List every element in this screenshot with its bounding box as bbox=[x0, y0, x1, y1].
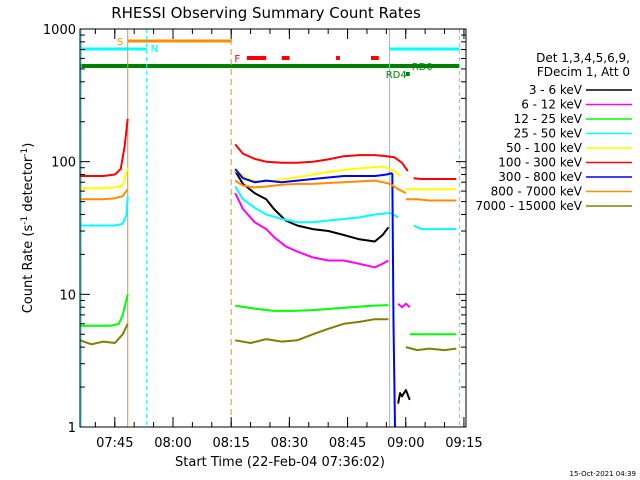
x-tick-label: 08:45 bbox=[329, 436, 366, 451]
y-tick-label: 100 bbox=[51, 156, 76, 171]
series-line-3-1 bbox=[234, 185, 399, 224]
y-tick-label: 10 bbox=[59, 288, 76, 303]
y-axis-label-end: ) bbox=[21, 143, 36, 148]
legend: Det 1,3,4,5,6,9,FDecim 1, Att 0 3 - 6 keV… bbox=[475, 51, 632, 213]
plot-frame bbox=[79, 28, 467, 428]
legend-label: 100 - 300 keV bbox=[498, 156, 582, 170]
series-line-6-0 bbox=[234, 168, 393, 184]
series-line-4-0 bbox=[80, 167, 129, 190]
legend-label: 800 - 7000 keV bbox=[491, 185, 583, 199]
series-line-0-1 bbox=[234, 170, 390, 243]
y-axis-label-mid: detector bbox=[21, 156, 36, 216]
x-tick-label: 08:30 bbox=[271, 436, 308, 451]
flag-label-rd4: RD4 bbox=[386, 70, 407, 81]
data-series bbox=[79, 118, 457, 428]
series-line-7-1 bbox=[234, 179, 407, 194]
observing-flags: S N F RD0 RD4 bbox=[80, 29, 460, 427]
series-line-5-2 bbox=[413, 177, 457, 180]
x-tick-label: 08:15 bbox=[212, 436, 249, 451]
series-line-2-1 bbox=[235, 304, 389, 312]
legend-label: 6 - 12 keV bbox=[521, 98, 583, 112]
series-line-8-1 bbox=[235, 318, 389, 344]
series-line-3-2 bbox=[413, 224, 457, 231]
series-line-1-0 bbox=[234, 192, 389, 269]
series-line-5-0 bbox=[80, 118, 129, 177]
series-line-1-1 bbox=[397, 302, 411, 309]
flag-label-f: F bbox=[234, 54, 240, 65]
y-tick-label: 1 bbox=[68, 421, 76, 436]
y-axis-ticks: 1 10 100 1000 bbox=[43, 23, 466, 436]
legend-header-line: Det 1,3,4,5,6,9, bbox=[536, 51, 630, 65]
legend-label: 7000 - 15000 keV bbox=[475, 199, 582, 213]
y-tick-label: 1000 bbox=[43, 23, 76, 38]
series-line-6-1 bbox=[391, 173, 396, 428]
series-line-7-2 bbox=[405, 198, 457, 202]
x-tick-label: 09:15 bbox=[445, 436, 482, 451]
y-axis-label-sup2: -1 bbox=[20, 148, 30, 157]
legend-label: 25 - 50 keV bbox=[514, 127, 583, 141]
x-tick-label: 08:00 bbox=[154, 436, 191, 451]
footer-date: 15-Oct-2021 04:39 bbox=[570, 470, 636, 478]
series-line-2-0 bbox=[80, 294, 129, 327]
flag-label-n: N bbox=[151, 44, 158, 55]
flag-label-s: S bbox=[117, 37, 123, 48]
series-line-3-0 bbox=[80, 196, 129, 227]
y-axis-label: Count Rate (s-1 detector-1) bbox=[20, 143, 36, 314]
legend-label: 50 - 100 keV bbox=[506, 141, 583, 155]
legend-label: 12 - 25 keV bbox=[514, 112, 583, 126]
y-axis-label-sup1: -1 bbox=[20, 216, 30, 225]
series-line-0-0 bbox=[397, 389, 411, 404]
flag-label-rd0: RD0 bbox=[412, 62, 433, 73]
y-axis-label-main: Count Rate (s bbox=[21, 225, 36, 314]
legend-label: 3 - 6 keV bbox=[529, 83, 583, 97]
x-tick-label: 07:45 bbox=[96, 436, 133, 451]
x-tick-label: 09:00 bbox=[387, 436, 424, 451]
x-axis-ticks: 07:45 08:00 08:15 08:30 08:45 09:00 09:15 bbox=[94, 29, 483, 451]
chart-title: RHESSI Observing Summary Count Rates bbox=[111, 4, 421, 22]
legend-header-line: FDecim 1, Att 0 bbox=[537, 65, 630, 79]
series-line-8-0 bbox=[79, 323, 129, 346]
legend-label: 300 - 800 keV bbox=[498, 170, 582, 184]
series-line-8-2 bbox=[405, 346, 457, 352]
series-line-7-0 bbox=[80, 188, 129, 201]
series-line-5-1 bbox=[234, 143, 409, 172]
x-axis-label: Start Time (22-Feb-04 07:36:02) bbox=[175, 455, 385, 470]
